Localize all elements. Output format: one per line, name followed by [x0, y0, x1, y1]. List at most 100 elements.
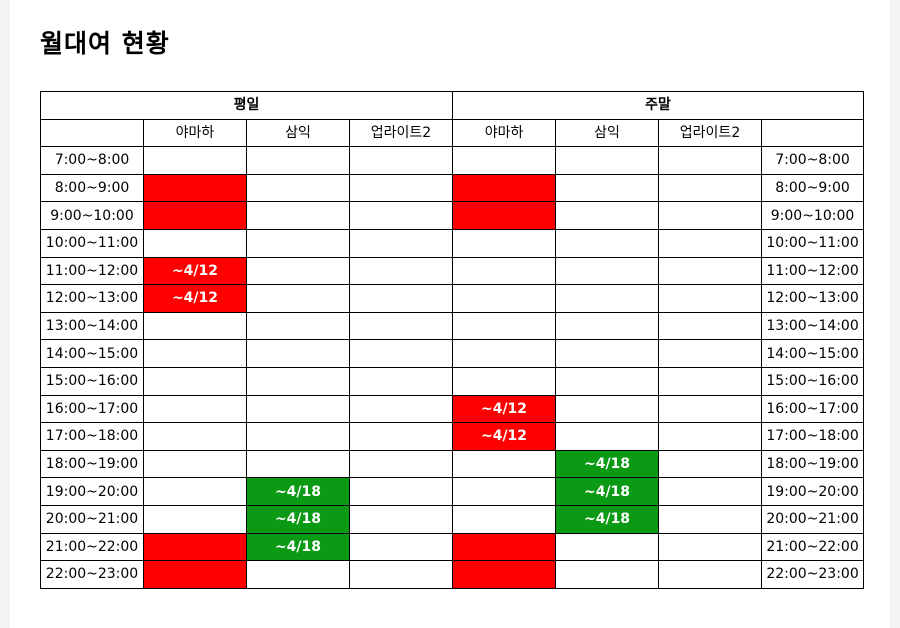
weekend-slot-cell	[658, 339, 763, 368]
schedule-row: 14:00~15:00 14:00~15:00	[40, 339, 865, 368]
weekend-slot-cell	[555, 560, 660, 589]
weekend-slot-cell	[555, 366, 660, 396]
weekend-slot-cell	[452, 256, 557, 286]
weekday-room-header: 업라이트2	[348, 118, 454, 148]
time-slot-right: 20:00~21:00	[761, 504, 865, 534]
time-slot-left: 14:00~15:00	[40, 339, 144, 368]
weekday-slot-cell	[348, 477, 454, 506]
weekday-slot-cell	[348, 311, 454, 341]
weekend-slot-cell	[555, 201, 660, 230]
time-slot-left: 18:00~19:00	[40, 449, 144, 479]
weekend-slot-cell	[452, 284, 557, 313]
weekday-slot-cell	[348, 173, 454, 203]
weekend-slot-cell	[658, 504, 763, 534]
time-slot-left: 22:00~23:00	[40, 560, 144, 589]
weekday-slot-cell: ~4/12	[143, 284, 247, 313]
weekday-slot-cell	[246, 449, 350, 479]
schedule-row: 7:00~8:00 7:00~8:00	[40, 146, 865, 175]
time-slot-left: 12:00~13:00	[40, 284, 144, 313]
time-slot-right: 19:00~20:00	[761, 477, 865, 506]
schedule-row: 10:00~11:00 10:00~11:00	[40, 228, 865, 258]
time-slot-left: 16:00~17:00	[40, 394, 144, 424]
weekend-slot-cell	[452, 477, 557, 506]
weekend-slot-cell	[658, 284, 763, 313]
schedule-row: 9:00~10:00 9:00~10:00	[40, 201, 865, 230]
time-header-empty	[40, 118, 144, 148]
weekday-slot-cell	[143, 477, 247, 506]
weekend-group-header: 주말	[452, 91, 865, 120]
group-header-row: 평일 주말	[39, 91, 865, 120]
weekend-slot-cell: ~4/18	[555, 477, 660, 506]
schedule-row: 12:00~13:00 ~4/12 12:00~13:00	[40, 284, 865, 313]
weekday-slot-cell	[143, 339, 247, 368]
weekday-slot-cell	[246, 366, 350, 396]
weekday-slot-cell	[143, 366, 247, 396]
weekday-slot-cell	[143, 504, 247, 534]
document-page: 월대여 현황 평일 주말 야마하 삼익 업라이트2 야마하 삼익 업라이트2 7…	[10, 0, 890, 628]
weekday-slot-cell	[143, 173, 247, 203]
weekend-slot-cell	[658, 311, 763, 341]
time-slot-right: 10:00~11:00	[761, 228, 865, 258]
weekend-slot-cell	[658, 228, 763, 258]
weekend-slot-cell	[658, 366, 763, 396]
weekend-slot-cell: ~4/12	[452, 394, 557, 424]
weekday-slot-cell	[348, 146, 454, 175]
weekend-slot-cell	[658, 173, 763, 203]
weekend-slot-cell	[555, 284, 660, 313]
weekend-room-header: 업라이트2	[658, 118, 763, 148]
weekend-slot-cell	[658, 394, 763, 424]
weekend-slot-cell	[452, 173, 557, 203]
time-header-empty	[761, 118, 865, 148]
weekend-slot-cell	[452, 201, 557, 230]
weekday-slot-cell	[143, 560, 247, 589]
schedule-row: 13:00~14:00 13:00~14:00	[40, 311, 865, 341]
weekday-slot-cell	[246, 339, 350, 368]
weekday-slot-cell	[348, 201, 454, 230]
weekday-slot-cell	[348, 228, 454, 258]
weekday-room-header: 야마하	[143, 118, 247, 148]
weekday-slot-cell	[348, 560, 454, 589]
weekend-room-header: 야마하	[452, 118, 557, 148]
time-slot-left: 11:00~12:00	[40, 256, 144, 286]
weekend-slot-cell	[452, 228, 557, 258]
weekend-slot-cell	[555, 228, 660, 258]
time-slot-right: 22:00~23:00	[761, 560, 865, 589]
weekday-slot-cell	[246, 394, 350, 424]
weekend-slot-cell: ~4/18	[555, 449, 660, 479]
weekday-slot-cell	[143, 146, 247, 175]
weekday-slot-cell: ~4/18	[246, 477, 350, 506]
weekend-slot-cell	[452, 339, 557, 368]
weekday-room-header: 삼익	[246, 118, 350, 148]
time-slot-left: 17:00~18:00	[40, 422, 144, 451]
schedule-row: 16:00~17:00 ~4/12 16:00~17:00	[40, 394, 865, 424]
schedule-row: 21:00~22:00 ~4/18 21:00~22:00	[40, 532, 865, 562]
schedule-row: 19:00~20:00 ~4/18 ~4/18 19:00~20:00	[40, 477, 865, 506]
weekend-slot-cell	[555, 394, 660, 424]
weekend-slot-cell	[555, 256, 660, 286]
schedule-row: 8:00~9:00 8:00~9:00	[40, 173, 865, 203]
weekday-slot-cell	[143, 394, 247, 424]
weekend-slot-cell	[555, 146, 660, 175]
weekend-slot-cell	[658, 477, 763, 506]
schedule-row: 20:00~21:00 ~4/18 ~4/18 20:00~21:00	[40, 504, 865, 534]
time-slot-left: 20:00~21:00	[40, 504, 144, 534]
room-header-row: 야마하 삼익 업라이트2 야마하 삼익 업라이트2	[40, 118, 865, 148]
page-title: 월대여 현황	[40, 29, 170, 58]
weekend-slot-cell	[452, 560, 557, 589]
schedule-row: 18:00~19:00 ~4/18 18:00~19:00	[40, 449, 865, 479]
weekday-slot-cell	[143, 228, 247, 258]
time-slot-right: 15:00~16:00	[761, 366, 865, 396]
weekend-slot-cell	[452, 146, 557, 175]
weekday-slot-cell	[348, 284, 454, 313]
time-slot-right: 13:00~14:00	[761, 311, 865, 341]
time-slot-right: 8:00~9:00	[761, 173, 865, 203]
weekend-slot-cell	[658, 256, 763, 286]
time-slot-right: 7:00~8:00	[761, 146, 865, 175]
time-slot-right: 12:00~13:00	[761, 284, 865, 313]
weekend-slot-cell: ~4/12	[452, 422, 557, 451]
weekday-slot-cell	[348, 339, 454, 368]
weekend-slot-cell	[658, 201, 763, 230]
weekend-slot-cell	[452, 366, 557, 396]
weekday-slot-cell	[143, 532, 247, 562]
time-slot-right: 16:00~17:00	[761, 394, 865, 424]
